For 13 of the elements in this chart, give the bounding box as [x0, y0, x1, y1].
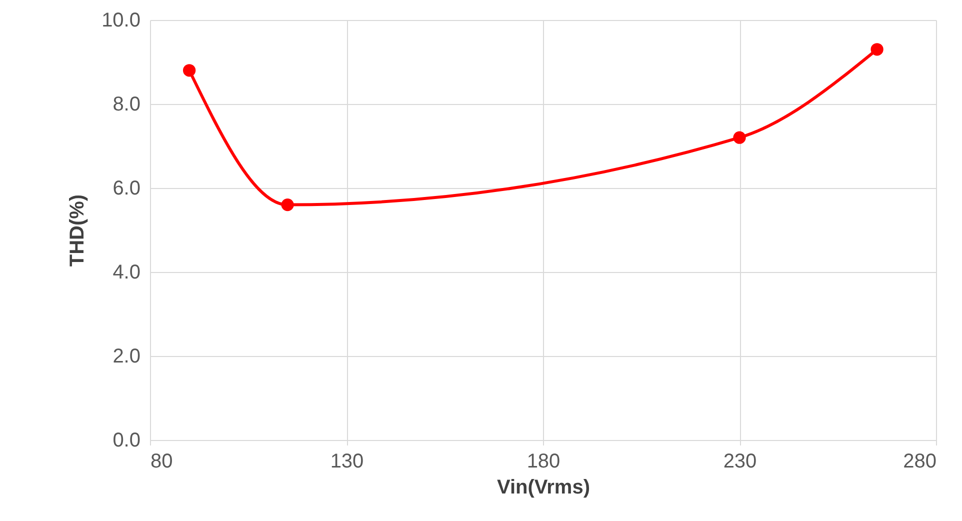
x-tick-label: 80 [150, 450, 173, 472]
x-tick-label: 130 [330, 450, 364, 472]
y-tick-label: 6.0 [112, 178, 140, 200]
x-tick-label: 280 [903, 450, 936, 472]
y-tick-label: 4.0 [112, 262, 140, 284]
y-axis-title: THD(%) [66, 194, 89, 267]
y-tick-label: 0.0 [112, 430, 140, 452]
y-tick-label: 2.0 [112, 346, 140, 368]
y-tick-label: 10.0 [102, 10, 140, 32]
x-axis-title: Vin(Vrms) [497, 476, 590, 498]
x-tick-label: 180 [526, 450, 560, 472]
y-tick-label: 8.0 [112, 94, 140, 116]
x-tick-label: 230 [723, 450, 757, 472]
